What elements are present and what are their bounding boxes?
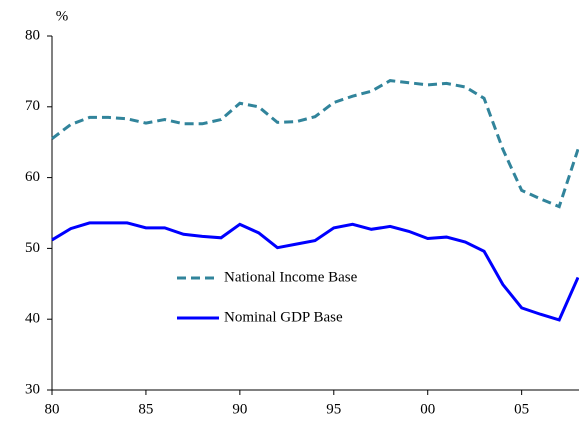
y-tick-label: 70: [25, 98, 40, 114]
y-tick-label: 60: [25, 169, 40, 185]
x-tick-label: 05: [514, 401, 529, 417]
legend-label: National Income Base: [224, 269, 358, 285]
x-tick-label: 80: [45, 401, 60, 417]
data-line: [51, 221, 579, 322]
y-tick-label: 80: [25, 27, 40, 43]
y-tick-label: 40: [25, 311, 40, 327]
x-tick-label: 00: [420, 401, 435, 417]
x-tick-label: 95: [326, 401, 341, 417]
y-tick-label: 50: [25, 240, 40, 256]
data-line: [51, 79, 579, 209]
y-axis-label: %: [56, 8, 69, 24]
legend-label: Nominal GDP Base: [224, 309, 343, 325]
y-tick-label: 30: [25, 381, 40, 397]
x-tick-label: 85: [138, 401, 153, 417]
x-tick-label: 90: [232, 401, 247, 417]
